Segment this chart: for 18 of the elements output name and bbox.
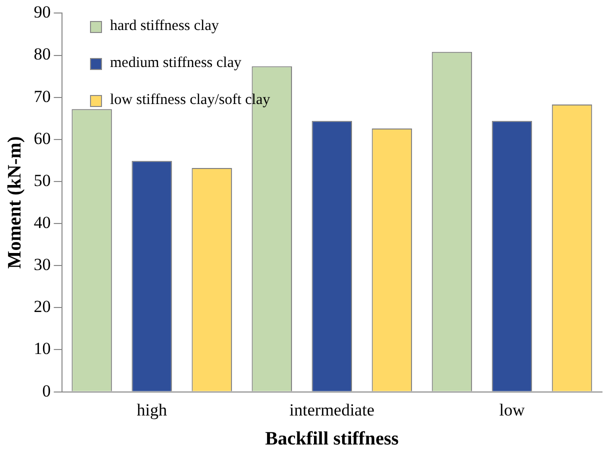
y-tick-label: 30 [34,255,51,274]
y-tick-label: 40 [34,213,51,232]
y-tick-label: 90 [34,2,51,22]
y-tick-label: 60 [34,128,51,148]
y-tick-label: 10 [34,339,51,358]
y-tick-label: 50 [34,170,51,190]
y-axis-title: Moment (kN-m) [4,136,26,269]
y-tick-label: 20 [34,297,51,316]
y-tick-label: 70 [34,86,51,106]
x-tick-label: low [499,400,526,420]
y-tick-label: 0 [42,381,51,400]
legend-label: medium stiffness clay [110,55,242,72]
x-axis-title: Backfill stiffness [265,428,399,450]
x-tick-label: intermediate [289,400,374,420]
legend-label: hard stiffness clay [110,18,219,35]
legend-label: low stiffness clay/soft clay [110,92,270,109]
x-tick-label: high [136,400,168,420]
y-tick-label: 80 [34,44,51,64]
